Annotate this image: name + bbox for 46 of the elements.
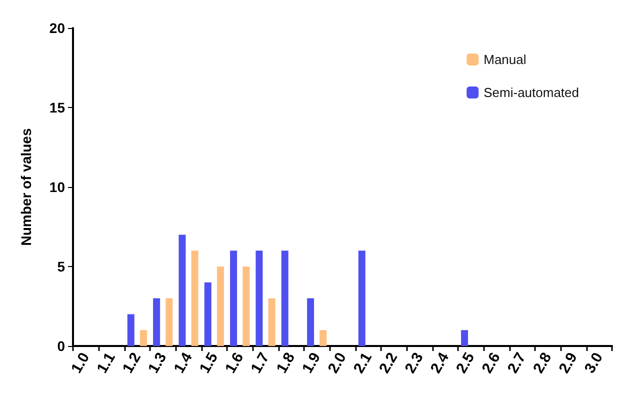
legend-label: Manual [484, 52, 526, 67]
x-tick-label: 1.3 [145, 350, 170, 376]
bar [358, 250, 366, 346]
y-tick-label: 5 [57, 258, 66, 274]
x-tick-label: 2.3 [402, 350, 427, 376]
bar [140, 330, 147, 346]
x-tick-label: 1.9 [299, 350, 324, 376]
x-tick-label: 2.4 [427, 349, 453, 376]
x-tick-label: 1.2 [119, 350, 145, 376]
bar [268, 298, 276, 346]
bar [230, 250, 238, 346]
x-tick-label: 2.0 [324, 350, 350, 376]
x-tick-label: 2.6 [478, 350, 504, 376]
bar [307, 298, 314, 346]
bar [153, 298, 160, 346]
y-axis-title: Number of values [18, 128, 34, 246]
x-tick-label: 2.8 [530, 350, 556, 376]
bar [242, 266, 250, 346]
bar [320, 330, 327, 346]
legend-label: Semi-automated [484, 85, 580, 100]
bar [204, 282, 212, 346]
bar [461, 330, 468, 346]
x-tick-label: 2.7 [504, 350, 530, 376]
x-tick-label: 2.5 [453, 350, 478, 376]
bar [191, 250, 198, 346]
y-tick-label: 20 [49, 20, 66, 36]
x-tick-label: 3.0 [581, 350, 607, 376]
bar [281, 250, 288, 346]
bar [216, 266, 224, 346]
x-tick-label: 1.0 [68, 350, 94, 376]
x-tick-label: 1.1 [94, 350, 119, 376]
x-tick-label: 2.1 [350, 350, 376, 376]
y-tick-label: 10 [49, 179, 66, 195]
y-tick-label: 15 [49, 100, 66, 116]
bar [256, 250, 263, 346]
y-tick-label: 0 [57, 338, 66, 354]
x-tick-label: 2.9 [556, 350, 581, 376]
bar [166, 298, 173, 346]
x-tick-label: 1.7 [248, 350, 273, 376]
x-tick-label: 1.8 [273, 350, 299, 376]
bar [178, 234, 186, 346]
x-tick-label: 1.6 [222, 350, 248, 376]
x-tick-label: 1.4 [170, 349, 196, 376]
bar [127, 314, 134, 346]
x-tick-label: 1.5 [196, 350, 222, 376]
x-tick-label: 2.2 [376, 350, 402, 376]
